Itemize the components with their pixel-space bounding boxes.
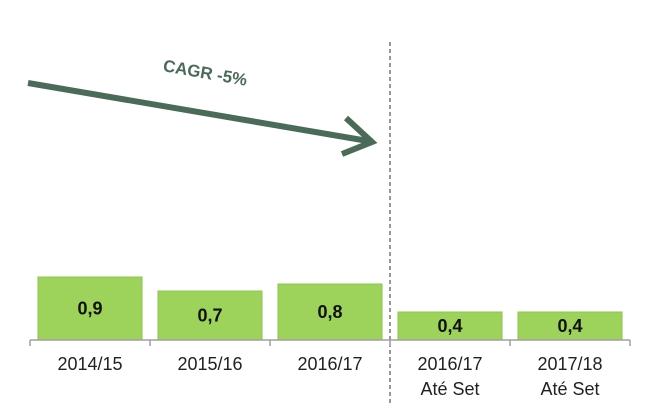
value-label: 0,7 [197, 305, 222, 325]
annotation: CAGR -5% [162, 56, 249, 89]
x-tick-label: 2015/16 [177, 354, 243, 374]
x-tick-label: 2016/17 [297, 354, 363, 374]
bar [277, 283, 383, 341]
arrow-head [340, 115, 378, 157]
value-label: 0,4 [437, 316, 462, 336]
value-label: 0,9 [77, 298, 102, 318]
bar [397, 311, 503, 341]
value-label: 0,8 [317, 302, 342, 322]
x-tick-label: 2016/17 Até Set [417, 354, 483, 399]
x-tick-label: 2017/18 Até Set [537, 354, 603, 399]
bar [157, 290, 263, 341]
trend-arrow [27, 80, 369, 144]
x-tick-label: 2014/15 [57, 354, 123, 374]
value-label: 0,4 [557, 316, 582, 336]
